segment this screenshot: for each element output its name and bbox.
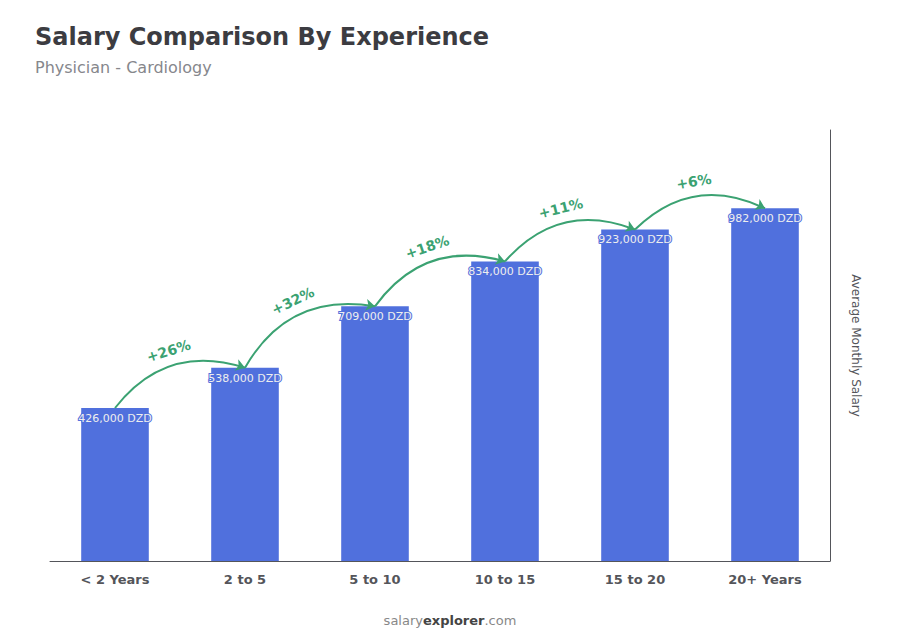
- svg-text:20+ Years: 20+ Years: [728, 572, 802, 587]
- svg-text:explorer: explorer: [423, 613, 485, 628]
- svg-text:salary: salary: [384, 613, 424, 628]
- svg-text:15 to 20: 15 to 20: [605, 572, 665, 587]
- svg-text:+32%: +32%: [269, 284, 317, 318]
- svg-text:923,000 DZD: 923,000 DZD: [598, 233, 671, 246]
- svg-text:+6%: +6%: [675, 171, 713, 193]
- svg-text:.com: .com: [484, 613, 516, 628]
- svg-text:Salary Comparison By Experienc: Salary Comparison By Experience: [35, 23, 489, 51]
- svg-text:426,000 DZD: 426,000 DZD: [78, 412, 151, 425]
- svg-text:709,000 DZD: 709,000 DZD: [338, 310, 411, 323]
- svg-text:< 2 Years: < 2 Years: [81, 572, 150, 587]
- svg-text:+26%: +26%: [145, 336, 193, 365]
- svg-text:834,000 DZD: 834,000 DZD: [468, 265, 541, 278]
- svg-text:5 to 10: 5 to 10: [349, 572, 400, 587]
- svg-text:Average Monthly Salary: Average Monthly Salary: [849, 274, 863, 417]
- svg-text:10 to 15: 10 to 15: [475, 572, 535, 587]
- svg-text:+11%: +11%: [537, 195, 585, 221]
- svg-text:538,000 DZD: 538,000 DZD: [208, 372, 281, 385]
- svg-text:Physician - Cardiology: Physician - Cardiology: [35, 58, 212, 77]
- svg-text:982,000 DZD: 982,000 DZD: [728, 212, 801, 225]
- svg-text:+18%: +18%: [403, 232, 451, 262]
- svg-text:2 to 5: 2 to 5: [224, 572, 266, 587]
